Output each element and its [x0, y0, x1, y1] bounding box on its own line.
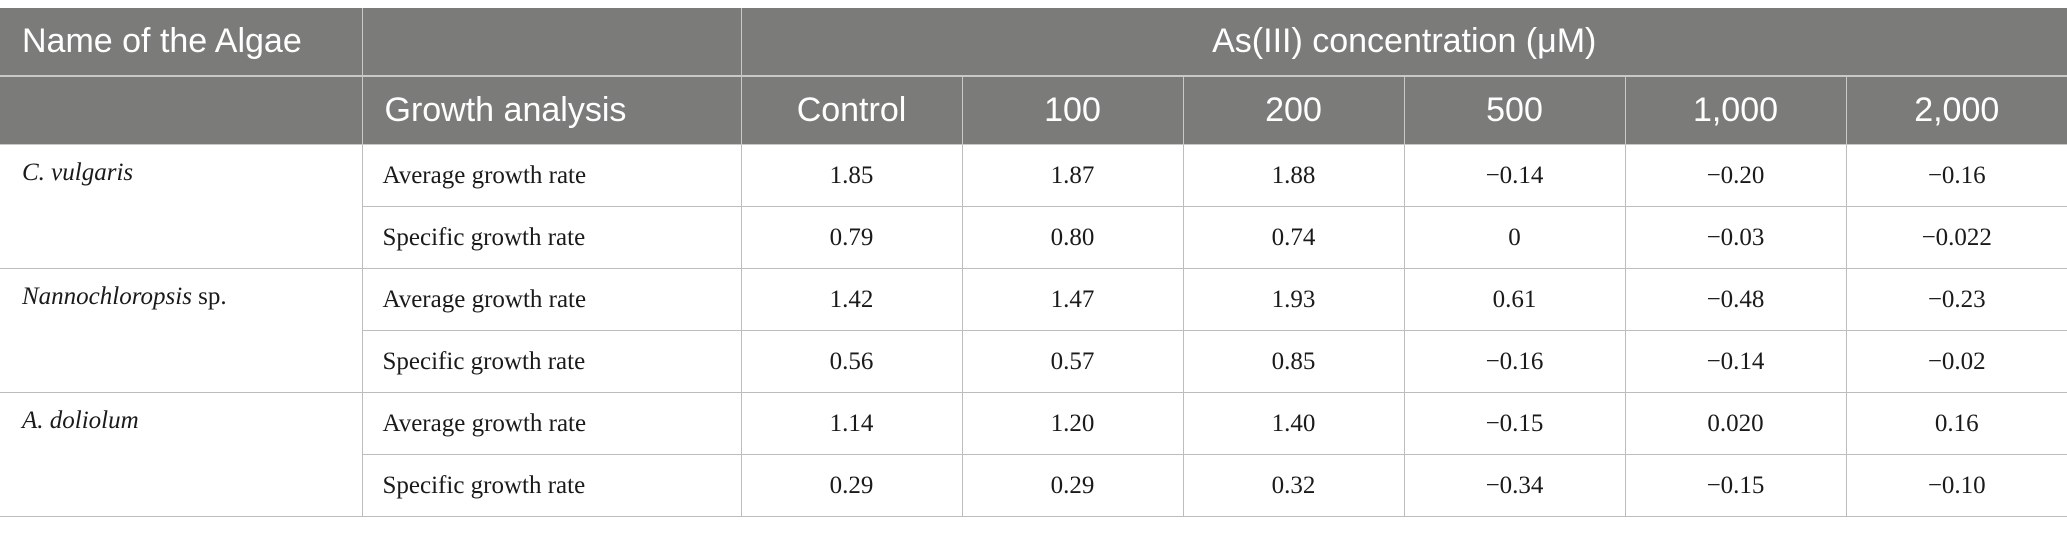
- value-cell: 0.61: [1404, 268, 1626, 331]
- algae-name-cell: Nannochloropsis sp.: [0, 268, 363, 393]
- value-cell: −0.14: [1404, 144, 1626, 207]
- value-cell: 1.42: [741, 268, 963, 331]
- param-label: Average growth rate: [362, 392, 742, 455]
- value-cell: −0.16: [1404, 330, 1626, 393]
- header-concentration: 2,000: [1846, 76, 2067, 145]
- param-label: Average growth rate: [362, 144, 742, 207]
- algae-name-cell: A. doliolum: [0, 392, 363, 517]
- value-cell: 1.14: [741, 392, 963, 455]
- algae-name: A. doliolum: [22, 407, 139, 434]
- param-label: Average growth rate: [362, 268, 742, 331]
- table-row: Nannochloropsis sp. Average growth rate …: [0, 268, 2067, 393]
- value-cell: −0.10: [1846, 454, 2067, 517]
- header-blank-2: [0, 76, 363, 145]
- header-algae-name: Name of the Algae: [0, 8, 363, 77]
- param-label: Specific growth rate: [362, 454, 742, 517]
- table-row: C. vulgaris Average growth rate 1.85 1.8…: [0, 144, 2067, 269]
- value-cell: 1.20: [962, 392, 1184, 455]
- value-cell: 0.85: [1183, 330, 1405, 393]
- value-cell: −0.03: [1625, 206, 1847, 269]
- value-cell: 0.29: [741, 454, 963, 517]
- algae-name: C. vulgaris: [22, 159, 134, 186]
- value-cell: 1.93: [1183, 268, 1405, 331]
- header-concentration: 500: [1404, 76, 1626, 145]
- table-container: Name of the Algae As(III) concentration …: [0, 8, 2067, 517]
- value-cell: 0: [1404, 206, 1626, 269]
- value-cell: 0.020: [1625, 392, 1847, 455]
- value-cell: −0.02: [1846, 330, 2067, 393]
- value-cell: 0.57: [962, 330, 1184, 393]
- header-growth-analysis: Growth analysis: [362, 76, 742, 145]
- algae-name: Nannochloropsis: [22, 283, 192, 310]
- value-cell: 1.47: [962, 268, 1184, 331]
- table-row: Specific growth rate 0.56 0.57 0.85 −0.1…: [0, 330, 2067, 393]
- header-concentration: 200: [1183, 76, 1405, 145]
- header-concentration: 1,000: [1625, 76, 1847, 145]
- header-row-1: Name of the Algae As(III) concentration …: [0, 8, 2067, 77]
- value-cell: −0.15: [1625, 454, 1847, 517]
- value-cell: 1.87: [962, 144, 1184, 207]
- value-cell: 1.40: [1183, 392, 1405, 455]
- value-cell: 0.56: [741, 330, 963, 393]
- header-concentration-group: As(III) concentration (μM): [741, 8, 2067, 77]
- value-cell: 0.74: [1183, 206, 1405, 269]
- header-blank: [362, 8, 742, 77]
- value-cell: 1.88: [1183, 144, 1405, 207]
- value-cell: 0.29: [962, 454, 1184, 517]
- growth-rate-table: Name of the Algae As(III) concentration …: [0, 8, 2067, 517]
- value-cell: −0.15: [1404, 392, 1626, 455]
- value-cell: −0.20: [1625, 144, 1847, 207]
- header-concentration: 100: [962, 76, 1184, 145]
- value-cell: 0.79: [741, 206, 963, 269]
- value-cell: −0.48: [1625, 268, 1847, 331]
- table-row: Specific growth rate 0.79 0.80 0.74 0 −0…: [0, 206, 2067, 269]
- value-cell: 1.85: [741, 144, 963, 207]
- param-label: Specific growth rate: [362, 206, 742, 269]
- header-concentration: Control: [741, 76, 963, 145]
- value-cell: 0.16: [1846, 392, 2067, 455]
- value-cell: 0.32: [1183, 454, 1405, 517]
- table-row: A. doliolum Average growth rate 1.14 1.2…: [0, 392, 2067, 517]
- value-cell: −0.022: [1846, 206, 2067, 269]
- value-cell: 0.80: [962, 206, 1184, 269]
- algae-name-cell: C. vulgaris: [0, 144, 363, 269]
- algae-name-suffix: sp.: [191, 283, 227, 310]
- table-row: Specific growth rate 0.29 0.29 0.32 −0.3…: [0, 454, 2067, 517]
- param-label: Specific growth rate: [362, 330, 742, 393]
- value-cell: −0.34: [1404, 454, 1626, 517]
- header-row-2: Growth analysis Control 100 200 500 1,00…: [0, 76, 2067, 145]
- value-cell: −0.23: [1846, 268, 2067, 331]
- value-cell: −0.14: [1625, 330, 1847, 393]
- value-cell: −0.16: [1846, 144, 2067, 207]
